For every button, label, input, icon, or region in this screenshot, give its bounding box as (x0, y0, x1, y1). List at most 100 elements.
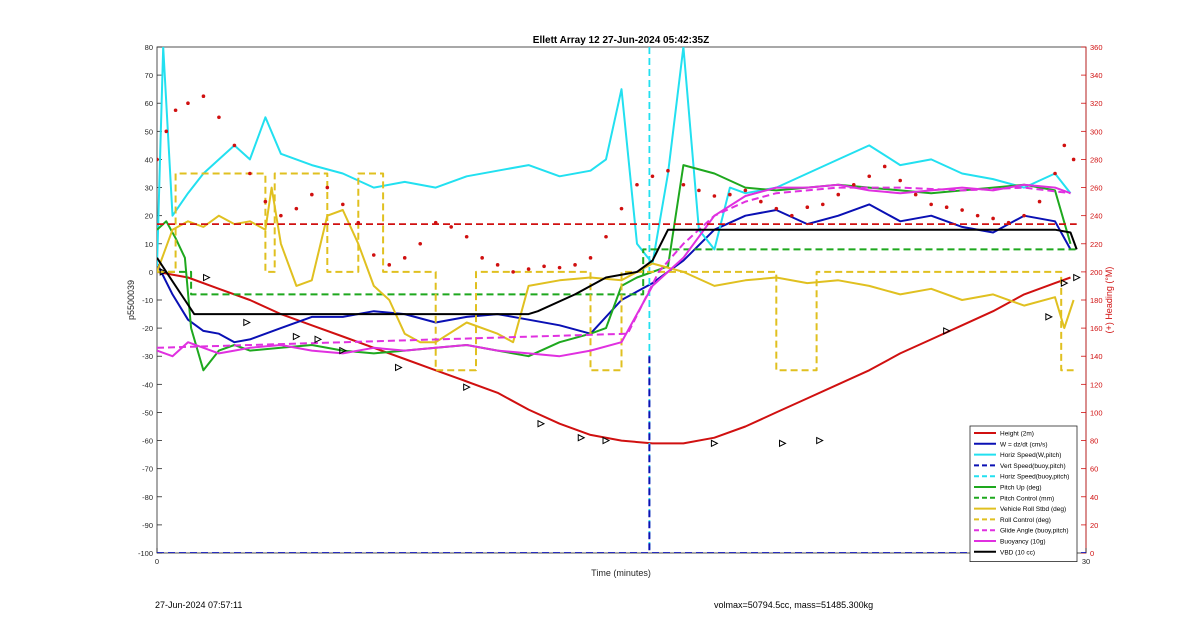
heading-point (604, 234, 608, 239)
height-marker (943, 327, 951, 335)
height-marker (243, 318, 251, 327)
y-tick-label: -10 (142, 296, 153, 305)
heading-point (944, 205, 949, 210)
y-tick-label: -60 (142, 437, 153, 446)
heading-point (325, 185, 330, 190)
heading-point (1037, 199, 1042, 204)
heading-point (588, 256, 593, 260)
heading-point (449, 225, 453, 229)
legend: Height (2m) W = dz/dt (cm/s) Horiz Speed(W… (969, 425, 1078, 563)
height-marker (1045, 313, 1053, 321)
heading-point (480, 256, 484, 260)
y2-tick-label: 200 (1090, 268, 1103, 277)
series-line-7 (157, 186, 1075, 344)
y-tick-label: -100 (138, 549, 153, 558)
chart-title: Ellett Array 12 27-Jun-2024 05:42:35Z (533, 35, 709, 46)
height-marker (816, 436, 824, 445)
heading-point (356, 220, 361, 225)
heading-point (697, 188, 701, 193)
heading-point (960, 208, 964, 212)
heading-point (371, 253, 376, 257)
height-marker (577, 433, 586, 442)
y2-tick-label: 20 (1090, 521, 1098, 530)
heading-point (1022, 213, 1026, 218)
y-axis-label: p5500039 (126, 280, 136, 320)
y-tick-label: -40 (142, 380, 153, 389)
height-marker (292, 332, 301, 341)
height-marker (710, 439, 719, 448)
heading-point (573, 263, 577, 267)
y2-tick-label: 100 (1090, 408, 1103, 417)
y2-tick-label: 320 (1090, 99, 1103, 108)
heading-point (619, 206, 624, 211)
heading-point (759, 199, 763, 204)
height-marker (395, 363, 403, 372)
heading-point (173, 108, 178, 113)
heading-point (851, 182, 856, 187)
y2-tick-label: 220 (1090, 240, 1103, 249)
y-tick-label: -80 (142, 493, 153, 502)
y-tick-label: -20 (142, 324, 153, 333)
heading-point (418, 241, 423, 246)
heading-point (929, 202, 933, 207)
heading-point (790, 213, 794, 218)
series-line-2 (157, 47, 1072, 267)
legend-label: Horiz Speed(buoy,pitch) (1000, 474, 1069, 481)
series-line-10 (157, 183, 1071, 358)
series-layer (157, 47, 1086, 553)
heading-point (402, 256, 407, 260)
series-line-0 (157, 270, 1071, 445)
y2-tick-label: 240 (1090, 212, 1103, 221)
height-marker (602, 436, 611, 445)
heading-point (635, 182, 639, 187)
y-tick-label: 50 (145, 127, 153, 136)
y-axis-ticks: -100-90-80-70-60-50-40-30-20-10010203040… (138, 43, 162, 558)
heading-point (681, 182, 686, 187)
y-tick-label: 0 (149, 268, 153, 277)
heading-point (728, 192, 732, 197)
legend-label: Buoyancy (10g) (1000, 539, 1046, 546)
heading-point (201, 94, 206, 98)
heading-point (294, 206, 299, 211)
y-tick-label: 40 (145, 155, 153, 164)
footer-timestamp: 27-Jun-2024 07:57:11 (155, 600, 243, 610)
legend-label: Roll Control (deg) (1000, 517, 1051, 524)
y-tick-label: -30 (142, 352, 153, 361)
heading-point (991, 216, 995, 221)
heading-point (217, 115, 221, 120)
legend-box (969, 425, 1078, 563)
heading-point (820, 202, 825, 207)
heading-point (913, 192, 918, 197)
y-tick-label: 20 (145, 212, 153, 221)
height-marker (779, 439, 787, 448)
footer-mass-info: volmax=50794.5cc, mass=51485.300kg (714, 600, 874, 610)
height-marker (1060, 279, 1069, 287)
height-marker (339, 346, 347, 355)
series-line-8 (157, 172, 1074, 372)
y2-tick-label: 260 (1090, 184, 1103, 193)
legend-label: Horiz Speed(W,pitch) (1000, 452, 1061, 459)
heading-point (310, 192, 314, 197)
heading-point (882, 164, 887, 169)
legend-label: Vehicle Roll Stbd (deg) (1000, 506, 1066, 513)
heading-point (666, 168, 670, 173)
y2-tick-label: 360 (1090, 43, 1103, 52)
series-line-6 (157, 248, 1077, 296)
heading-point (1006, 220, 1011, 225)
height-marker (463, 383, 471, 391)
y2-tick-label: 120 (1090, 380, 1103, 389)
y-tick-label: 80 (145, 43, 153, 52)
heading-point (557, 265, 562, 270)
heading-point (433, 220, 438, 225)
heading-point (805, 205, 810, 210)
height-marker (314, 335, 323, 344)
x-tick-label: 30 (1082, 557, 1090, 566)
heading-point (341, 202, 345, 207)
heading-point (511, 270, 515, 274)
heading-point (1062, 143, 1067, 148)
height-marker (203, 273, 211, 282)
heading-point (1071, 157, 1076, 162)
heading-point (495, 263, 500, 267)
heading-point (263, 199, 268, 204)
